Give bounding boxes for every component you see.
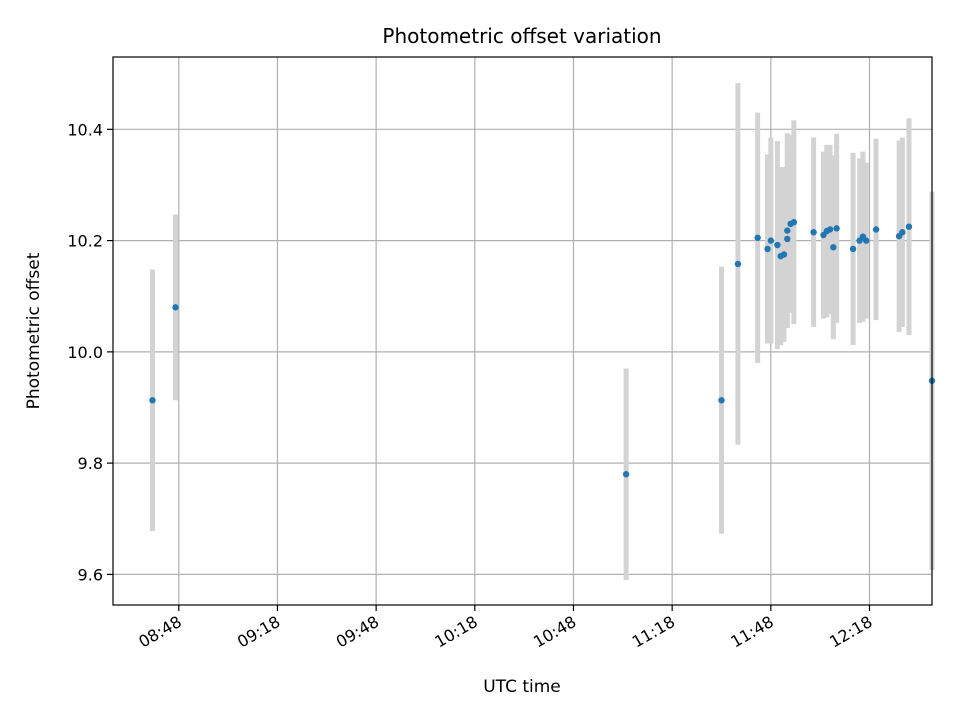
data-point: [863, 237, 870, 244]
data-points: [149, 219, 936, 478]
data-point: [774, 241, 781, 249]
chart-title: Photometric offset variation: [382, 24, 661, 48]
data-point: [622, 471, 630, 478]
data-point: [790, 219, 798, 226]
data-point: [780, 251, 788, 258]
data-point: [149, 397, 156, 404]
data-point: [830, 244, 837, 251]
data-point: [754, 234, 761, 242]
data-point: [826, 226, 834, 233]
data-point: [872, 226, 880, 233]
data-point: [784, 227, 791, 234]
plot-area: [113, 57, 932, 605]
y-tick-label: 10.0: [67, 343, 103, 362]
x-axis-label: UTC time: [483, 677, 561, 697]
data-point: [810, 229, 817, 236]
y-tick-label: 9.6: [78, 565, 103, 584]
grid: [113, 57, 932, 605]
y-tick-label: 9.8: [78, 454, 103, 473]
data-point: [905, 223, 913, 230]
data-point: [767, 237, 775, 244]
y-tick-label: 10.2: [67, 232, 103, 251]
data-point: [833, 225, 840, 232]
data-point: [734, 260, 742, 268]
plot-frame: [112, 56, 933, 606]
data-point: [784, 235, 791, 243]
y-axis-label: Photometric offset: [24, 252, 44, 409]
data-point: [764, 245, 771, 253]
data-point: [899, 229, 906, 236]
y-tick-label: 10.4: [67, 120, 103, 139]
data-point: [172, 304, 179, 311]
y-axis: 9.6 9.8 10.0 10.2 10.4: [67, 120, 113, 584]
data-point: [718, 397, 725, 404]
data-point: [849, 245, 857, 253]
